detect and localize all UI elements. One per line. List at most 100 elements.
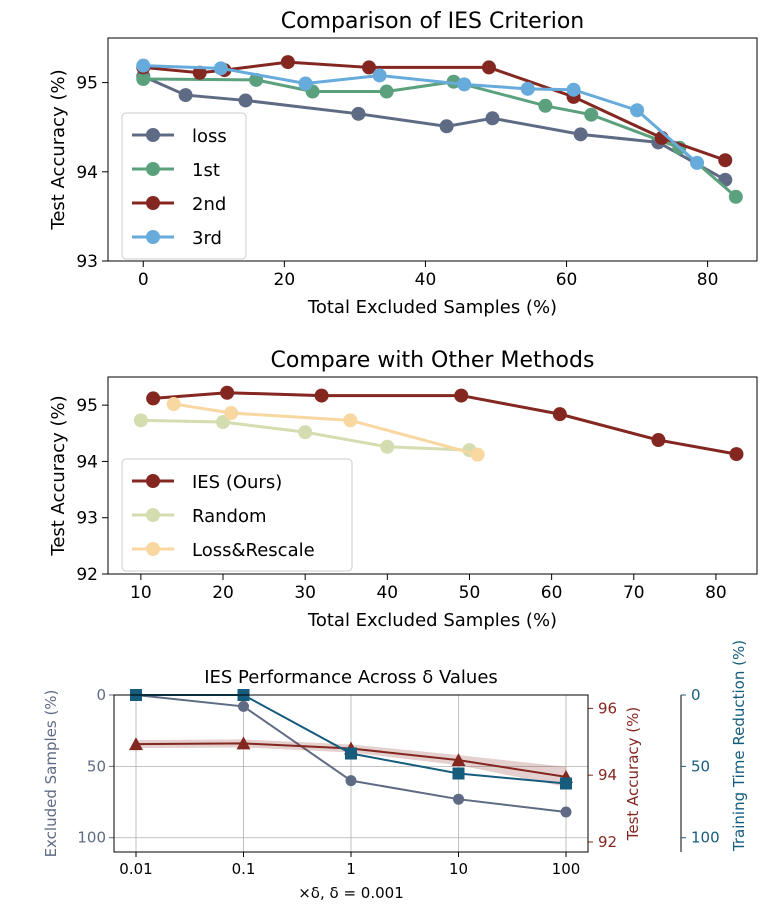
data-point	[280, 55, 295, 70]
legend-item-loss-rescale: Loss&Rescale	[132, 540, 315, 561]
x-tick-label: 60	[541, 583, 563, 603]
data-point	[454, 388, 469, 403]
legend-marker	[146, 162, 160, 176]
data-point	[166, 397, 181, 412]
data-point	[453, 793, 464, 805]
data-point	[236, 736, 251, 750]
x-tick-label: 20	[212, 583, 234, 603]
legend-item-3rd: 3rd	[132, 228, 222, 249]
data-point	[566, 82, 581, 97]
legend-label: loss	[192, 126, 227, 147]
y-tick-label: 93	[76, 252, 98, 272]
data-point	[351, 106, 366, 121]
data-point	[238, 700, 249, 712]
series-loss-rescale	[166, 397, 485, 462]
y-axis-label: Test Accuracy (%)	[624, 707, 642, 842]
legend-item-1st: 1st	[132, 160, 220, 181]
data-point	[718, 153, 733, 168]
y-axis-label: Test Accuracy (%)	[48, 69, 69, 230]
data-point	[520, 81, 535, 96]
data-point	[470, 447, 485, 462]
y-tick-label: 0	[691, 686, 701, 704]
x-tick-label: 70	[623, 583, 645, 603]
series-random	[133, 413, 477, 458]
x-tick-label: 10	[130, 583, 152, 603]
legend-label: 2nd	[192, 194, 226, 215]
data-point	[690, 155, 705, 170]
chart-title: Comparison of IES Criterion	[281, 9, 585, 34]
data-point	[728, 189, 743, 204]
y-tick-label: 92	[598, 833, 617, 851]
data-point	[584, 107, 599, 122]
x-tick-label: 30	[294, 583, 316, 603]
y-tick-label: 100	[691, 829, 720, 847]
data-point	[481, 60, 496, 75]
data-point	[213, 61, 228, 76]
legend-item-ies-ours: IES (Ours)	[132, 472, 282, 493]
data-point	[651, 433, 666, 448]
legend-frame	[121, 112, 247, 260]
data-point	[439, 119, 454, 134]
series-line	[173, 402, 479, 457]
axis-excluded-samples: 0 50 100 Excluded Samples (%)	[42, 686, 114, 857]
legend-label: Loss&Rescale	[192, 540, 315, 561]
y-tick-label: 92	[76, 565, 98, 585]
y-tick-label: 95	[76, 396, 98, 416]
data-point	[362, 60, 377, 75]
y-axis-label: Training Time Reduction (%)	[730, 640, 748, 852]
legend-item-loss: loss	[132, 126, 227, 147]
data-point	[343, 413, 358, 428]
legend-marker	[146, 128, 160, 142]
chart-delta-performance: IES Performance Across δ Values 0.01 0.1 1 1…	[42, 640, 748, 902]
x-tick-label: 0	[138, 270, 149, 290]
axis-training-time-reduction: 0 50 100 Training Time Reduction (%)	[680, 640, 748, 852]
legend-label: 1st	[192, 160, 220, 181]
data-point	[146, 391, 161, 406]
legend-frame	[121, 458, 353, 572]
plot-frame	[113, 694, 589, 853]
data-point	[538, 98, 553, 113]
plot-frame	[107, 376, 758, 575]
data-point	[560, 777, 572, 790]
chart-compare-methods: Compare with Other Methods 10 20 30 40 50 60 70…	[48, 348, 758, 631]
axis-test-accuracy: 92 94 96 Test Accuracy (%)	[588, 699, 642, 851]
data-point	[573, 127, 588, 142]
y-tick-label: 0	[96, 686, 106, 704]
x-tick-label: 80	[705, 583, 727, 603]
data-point	[729, 447, 744, 462]
plot-frame	[107, 37, 758, 262]
data-point	[216, 415, 231, 430]
x-axis-label: ×δ, δ = 0.001	[298, 884, 404, 902]
y-tick-label: 50	[87, 757, 106, 775]
y-tick-label: 96	[598, 699, 617, 717]
y-tick-label: 95	[76, 74, 98, 94]
y-tick-label: 50	[691, 757, 710, 775]
y-tick-label: 93	[76, 509, 98, 529]
data-point	[485, 111, 500, 126]
data-point	[238, 93, 253, 108]
x-tick-label: 40	[415, 270, 437, 290]
chart-title: IES Performance Across δ Values	[204, 667, 498, 688]
chart-title: Compare with Other Methods	[271, 348, 595, 373]
y-tick-label: 94	[76, 163, 98, 183]
data-point	[380, 439, 395, 454]
data-point	[220, 385, 235, 400]
x-tick-label: 100	[552, 860, 581, 878]
series-loss	[136, 69, 733, 187]
legend: loss 1st 2nd 3rd	[121, 112, 247, 260]
data-point	[224, 406, 239, 421]
y-tick-label: 100	[77, 829, 106, 847]
y-axis-label: Excluded Samples (%)	[42, 690, 60, 858]
data-point	[452, 767, 465, 780]
x-tick-label: 0.01	[119, 860, 152, 878]
data-point	[136, 58, 151, 73]
data-point	[129, 737, 143, 751]
data-point	[178, 88, 193, 103]
data-point	[298, 76, 313, 91]
data-point	[560, 806, 572, 818]
data-point	[345, 775, 357, 787]
x-axis-label: Total Excluded Samples (%)	[307, 297, 557, 318]
data-point	[372, 68, 387, 83]
x-tick-label: 60	[556, 270, 578, 290]
legend-marker	[146, 230, 160, 244]
